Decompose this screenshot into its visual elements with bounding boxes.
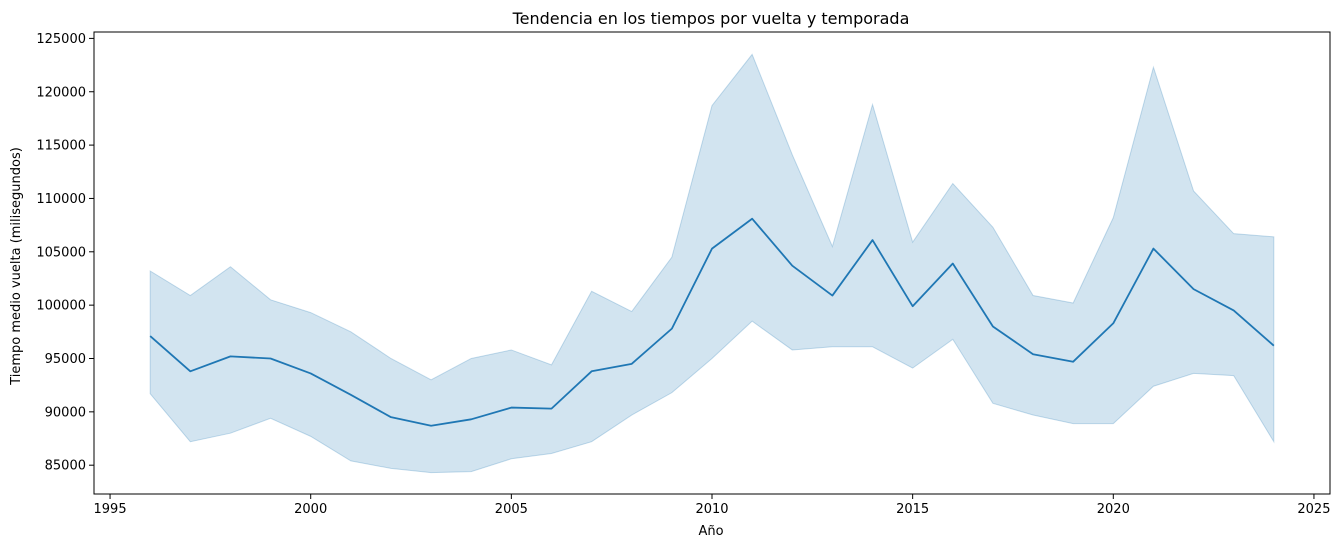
y-tick-label: 120000	[36, 85, 86, 100]
series-line	[149, 217, 1275, 427]
y-tick-label: 110000	[36, 192, 86, 207]
chart-title: Tendencia en los tiempos por vuelta y te…	[512, 9, 910, 28]
x-tick-label: 1995	[94, 502, 127, 517]
x-tick-label: 2000	[294, 502, 327, 517]
confidence-band	[149, 53, 1275, 474]
x-axis-label: Año	[698, 524, 723, 539]
y-tick-label: 125000	[36, 32, 86, 47]
x-tick-label: 2015	[896, 502, 929, 517]
series-line-layer	[149, 217, 1275, 427]
x-tick-label: 2005	[495, 502, 528, 517]
x-tick-label: 2010	[695, 502, 728, 517]
x-axis-ticks: 1995 2000 2005 2010 2015 2020 2025	[94, 494, 1330, 517]
y-axis-ticks: 85000 90000 95000 100000 105000 110000 115000 1…	[36, 32, 94, 474]
y-tick-label: 115000	[36, 139, 86, 154]
y-tick-label: 85000	[45, 459, 86, 474]
y-tick-label: 100000	[36, 299, 86, 314]
x-tick-label: 2025	[1297, 502, 1330, 517]
y-tick-label: 90000	[45, 405, 86, 420]
y-axis-label: Tiempo medio vuelta (milisegundos)	[9, 147, 24, 386]
y-tick-label: 105000	[36, 245, 86, 260]
confidence-band-layer	[149, 53, 1275, 474]
y-tick-label: 95000	[45, 352, 86, 367]
x-tick-label: 2020	[1097, 502, 1130, 517]
